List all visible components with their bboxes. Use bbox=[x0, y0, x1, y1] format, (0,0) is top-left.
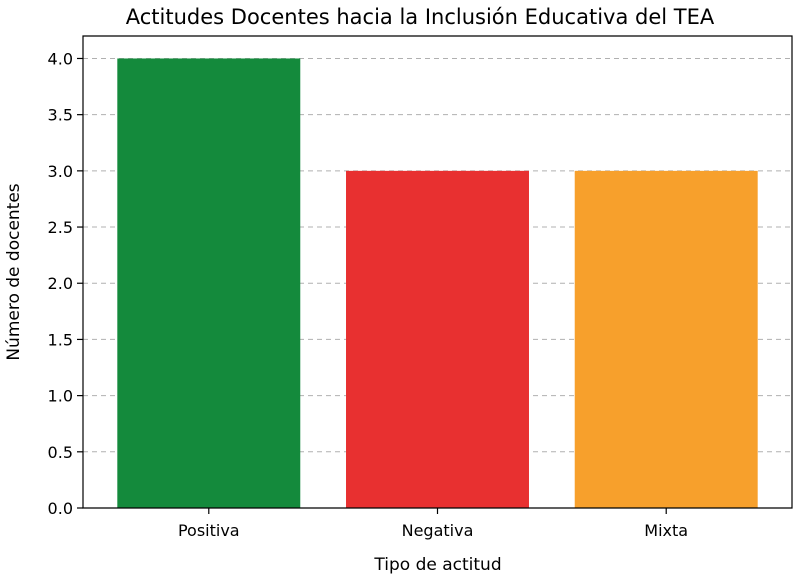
y-tick-label: 4.0 bbox=[48, 49, 73, 68]
y-tick-label: 3.0 bbox=[48, 162, 73, 181]
y-tick-label: 2.0 bbox=[48, 274, 73, 293]
y-axis-ticks: 0.0 0.5 1.0 1.5 2.0 2.5 3.0 3.5 4.0 bbox=[48, 49, 83, 518]
plot-frame bbox=[82, 35, 793, 509]
x-tick-label: Negativa bbox=[402, 521, 474, 540]
y-tick-label: 0.0 bbox=[48, 499, 73, 518]
y-axis-label: Número de docentes bbox=[4, 183, 24, 360]
x-tick-label: Mixta bbox=[644, 521, 688, 540]
axes bbox=[82, 35, 793, 509]
bar-mixta bbox=[574, 170, 758, 508]
y-tick-label: 0.5 bbox=[48, 443, 73, 462]
bars bbox=[117, 58, 758, 508]
x-axis-ticks: Positiva Negativa Mixta bbox=[178, 508, 688, 540]
bar-positiva bbox=[117, 58, 301, 508]
x-tick-label: Positiva bbox=[178, 521, 240, 540]
x-axis-label: Tipo de actitud bbox=[373, 555, 501, 575]
y-tick-label: 3.5 bbox=[48, 106, 73, 125]
y-tick-label: 2.5 bbox=[48, 218, 73, 237]
y-tick-label: 1.5 bbox=[48, 330, 73, 349]
bar-negativa bbox=[346, 170, 529, 508]
chart-title: Actitudes Docentes hacia la Inclusión Ed… bbox=[126, 5, 715, 29]
y-tick-label: 1.0 bbox=[48, 387, 73, 406]
